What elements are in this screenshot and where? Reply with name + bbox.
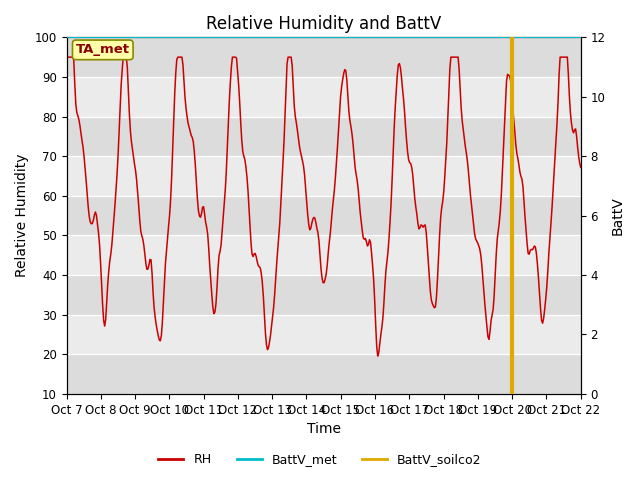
Legend: RH, BattV_met, BattV_soilco2: RH, BattV_met, BattV_soilco2 xyxy=(154,448,486,471)
Bar xyxy=(67,235,580,275)
Bar xyxy=(67,77,580,117)
Title: Relative Humidity and BattV: Relative Humidity and BattV xyxy=(206,15,441,33)
Bar xyxy=(67,37,580,77)
Bar xyxy=(67,196,580,235)
Bar xyxy=(67,117,580,156)
Bar xyxy=(67,315,580,354)
Bar xyxy=(67,354,580,394)
Bar xyxy=(67,275,580,315)
Bar xyxy=(67,156,580,196)
Y-axis label: Relative Humidity: Relative Humidity xyxy=(15,154,29,277)
X-axis label: Time: Time xyxy=(307,422,340,436)
Y-axis label: BattV: BattV xyxy=(611,196,625,235)
Text: TA_met: TA_met xyxy=(76,43,130,56)
